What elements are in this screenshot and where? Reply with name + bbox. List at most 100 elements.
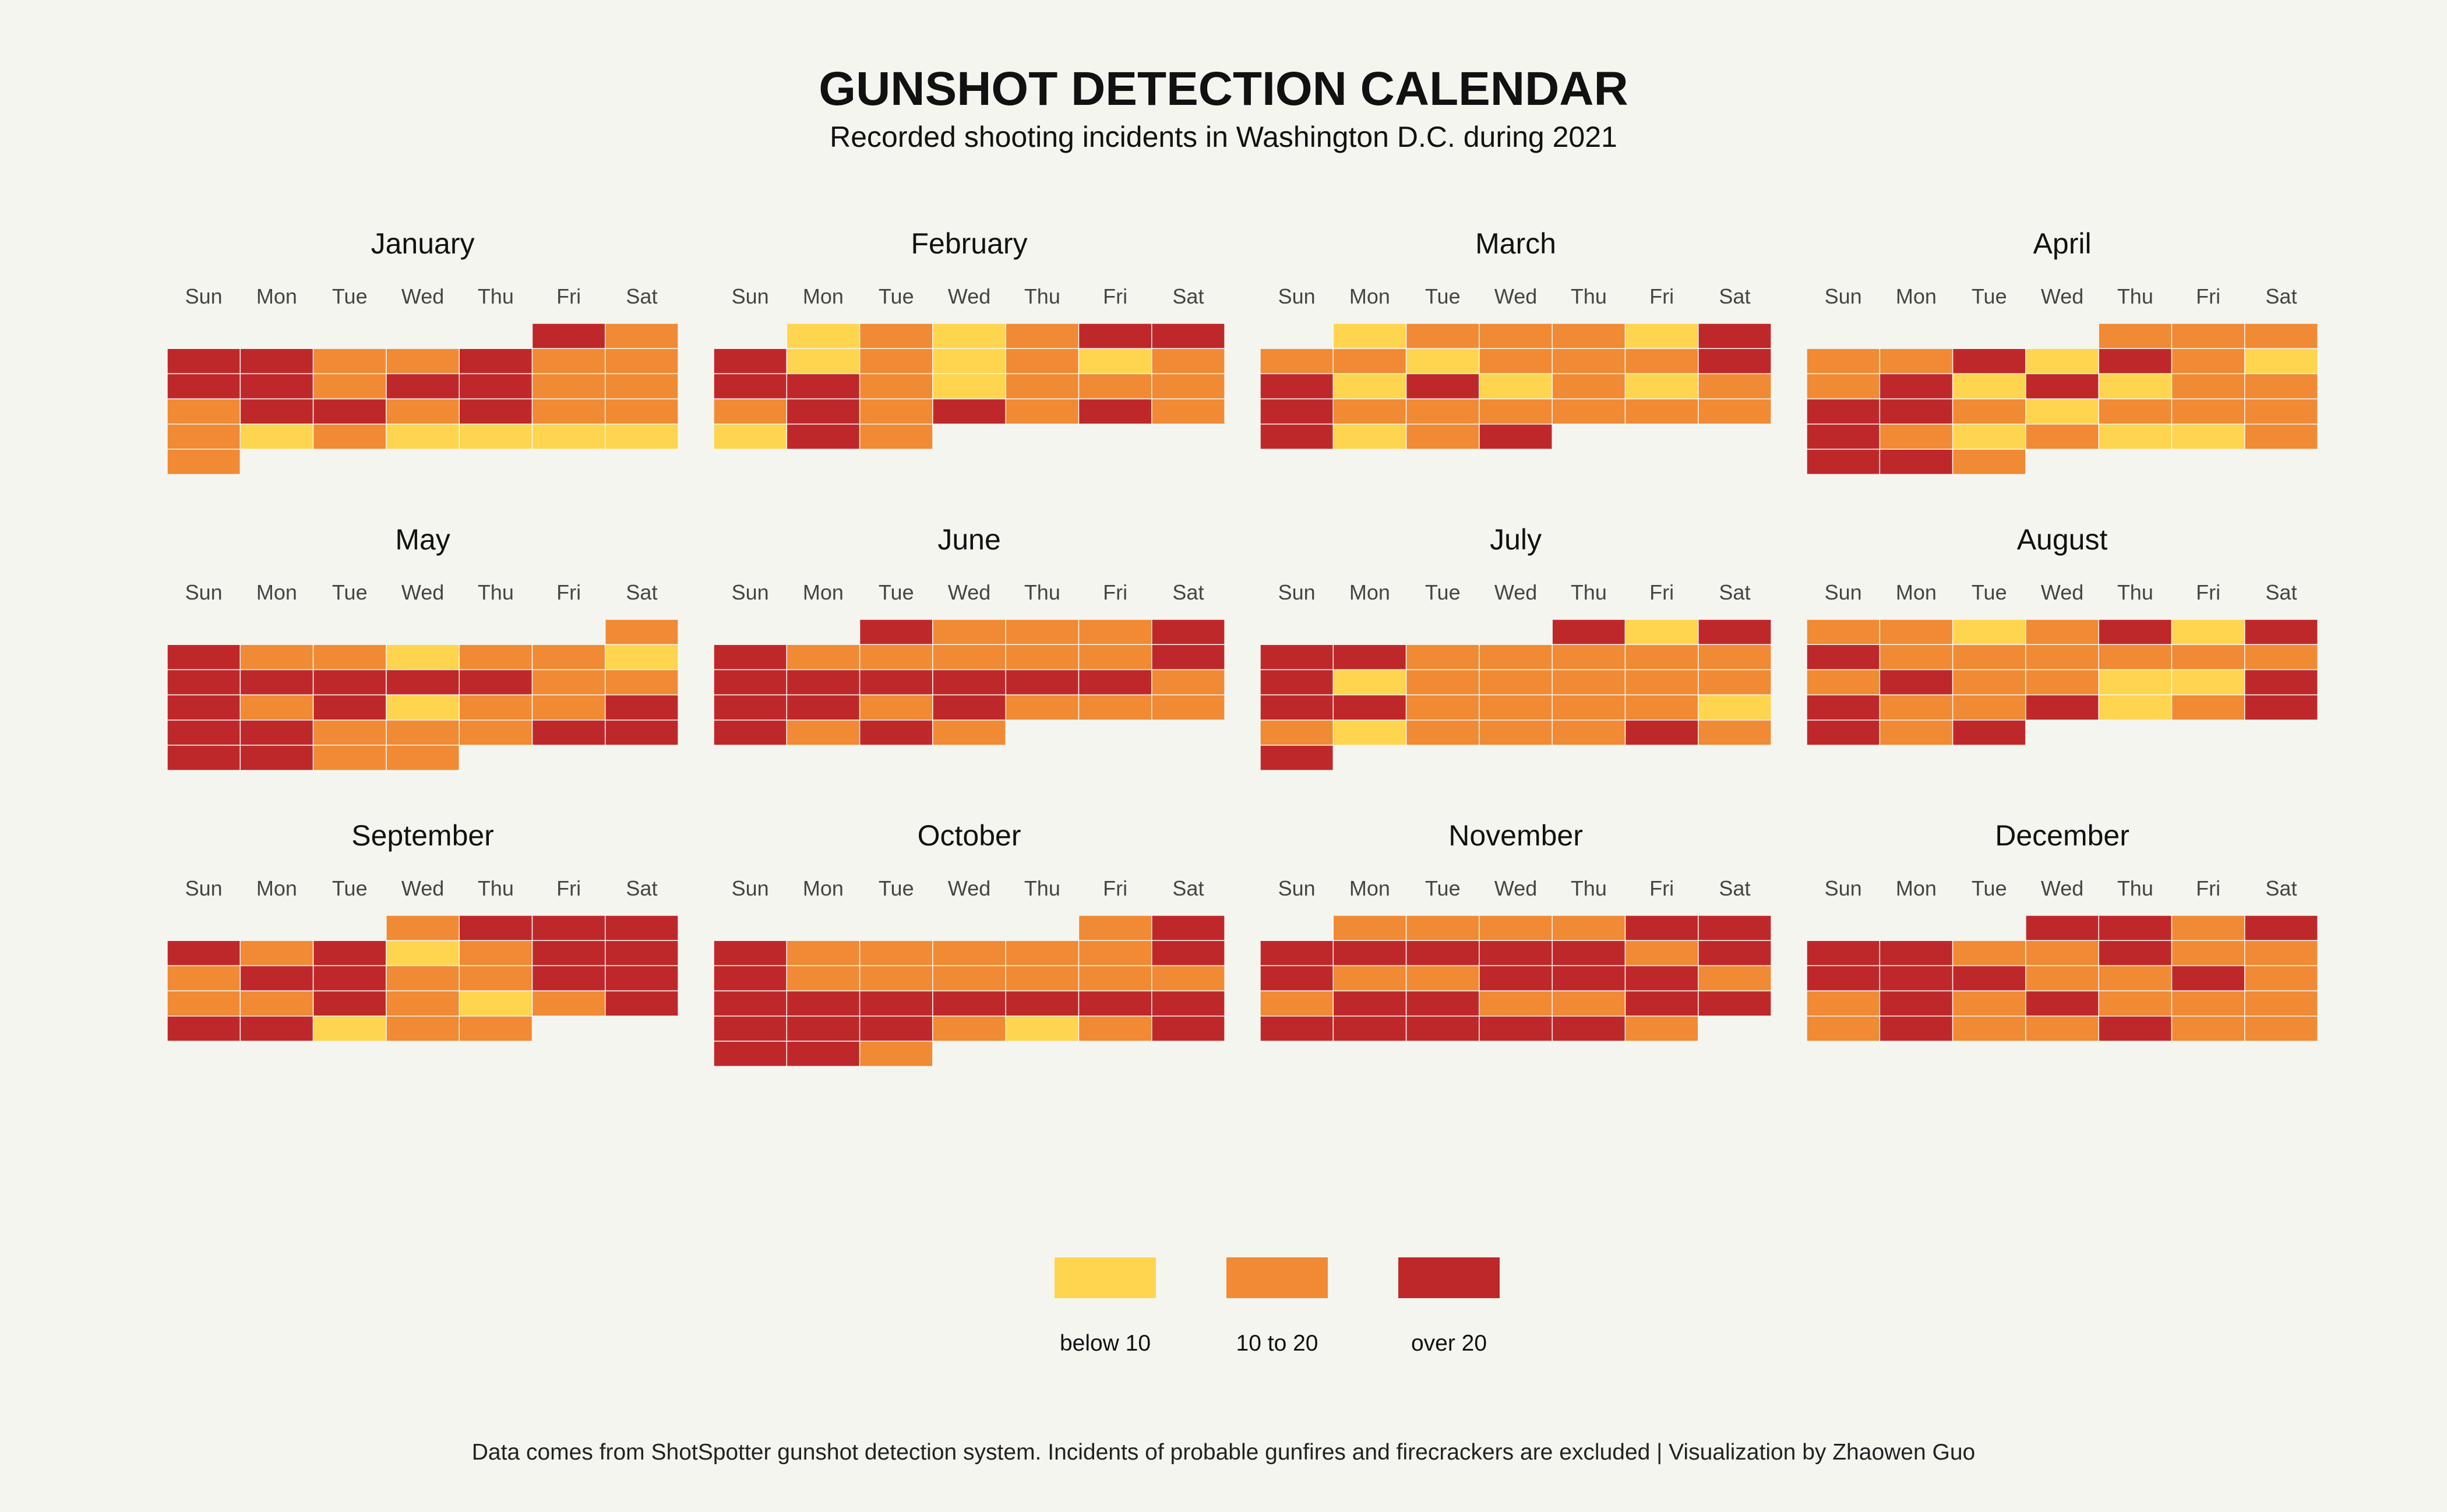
day-cell [1806,619,1881,645]
day-cell [1624,990,1699,1017]
legend-swatch [1226,1257,1328,1298]
day-cell [932,965,1006,992]
day-cell [932,1016,1006,1042]
day-cell [713,669,788,696]
day-cell [531,644,606,671]
day-cell [2098,1016,2173,1042]
legend-label: 10 to 20 [1236,1331,1318,1356]
day-cell [932,694,1006,721]
day-cell [1552,990,1626,1017]
day-cell [459,669,533,696]
day-cell [386,915,460,941]
day-cell [1952,348,2026,375]
month-april: April Sun Mon Tue Wed Thu Fri Sat [1806,227,2318,475]
day-cell [2025,990,2099,1017]
day-cell [2171,915,2245,941]
weekday-label: Tue [332,580,368,604]
day-cell [2025,619,2099,645]
legend-item-low: below 10 [1055,1257,1156,1356]
day-cell [1698,720,1772,746]
day-cell [1698,915,1772,941]
day-cell [2244,940,2318,967]
day-cell [605,619,679,645]
day-cell [531,990,606,1017]
weekday-label: Thu [1024,580,1060,604]
day-cell [1698,940,1772,967]
day-cell [713,1041,788,1067]
day-cell [1552,669,1626,696]
day-cell [1151,373,1225,400]
weekday-label: Wed [401,876,444,900]
legend-swatch [1055,1257,1156,1298]
day-cell [2244,644,2318,671]
weekday-label: Mon [256,580,297,604]
weekday-label: Sat [1172,876,1204,900]
day-cell [1151,398,1225,425]
day-cell [459,694,533,721]
day-cell [1151,1016,1225,1042]
day-cell [1332,323,1407,349]
day-cell [1151,694,1225,721]
day-cell [1552,398,1626,425]
month-january: January Sun Mon Tue Wed Thu Fri Sat [167,227,679,475]
weekday-label: Tue [332,284,368,308]
day-cell [932,373,1006,400]
day-cell [1698,965,1772,992]
day-cell [167,745,241,771]
day-cell [1005,694,1080,721]
weekday-label: Sat [626,876,657,900]
weekday-label: Mon [256,876,297,900]
day-cell [1260,940,1334,967]
day-cell [2025,669,2099,696]
day-cell [1879,720,1954,746]
day-cell [1005,348,1080,375]
day-cell [605,669,679,696]
day-cell [605,424,679,450]
day-cell [1405,694,1480,721]
day-cell [239,1016,314,1042]
day-cell [859,990,933,1017]
day-cell [1479,398,1553,425]
day-cell [2171,619,2245,645]
day-cell [167,694,241,721]
day-cell [459,424,533,450]
day-cell [1552,720,1626,746]
month-august: August Sun Mon Tue Wed Thu Fri Sat [1806,523,2318,746]
day-cell [239,348,314,375]
month-november: November Sun Mon Tue Wed Thu Fri Sat [1260,819,1772,1042]
day-cell [859,644,933,671]
day-cell [1698,323,1772,349]
weekday-label: Fri [1649,580,1674,604]
month-label: February [911,227,1028,260]
day-cell [859,398,933,425]
day-cell [786,990,861,1017]
day-cell [605,373,679,400]
day-cell [1078,398,1152,425]
day-cell [1405,669,1480,696]
day-cell [1624,915,1699,941]
day-cell [2098,619,2173,645]
day-cell [239,965,314,992]
day-cell [1005,373,1080,400]
day-cell [167,720,241,746]
day-cell [531,915,606,941]
day-cell [167,1016,241,1042]
day-cell [2171,348,2245,375]
day-cell [386,965,460,992]
day-cell [2025,915,2099,941]
day-cell [386,694,460,721]
day-cell [1952,449,2026,475]
day-cell [1624,373,1699,400]
day-cell [1078,348,1152,375]
day-cell [1332,965,1407,992]
day-cell [2098,940,2173,967]
day-cell [531,373,606,400]
day-cell [312,965,387,992]
weekday-label: Thu [478,284,514,308]
day-cell [386,990,460,1017]
weekday-label: Tue [1425,876,1461,900]
day-cell [1624,940,1699,967]
day-cell [2025,373,2099,400]
weekday-label: Fri [1103,284,1127,308]
